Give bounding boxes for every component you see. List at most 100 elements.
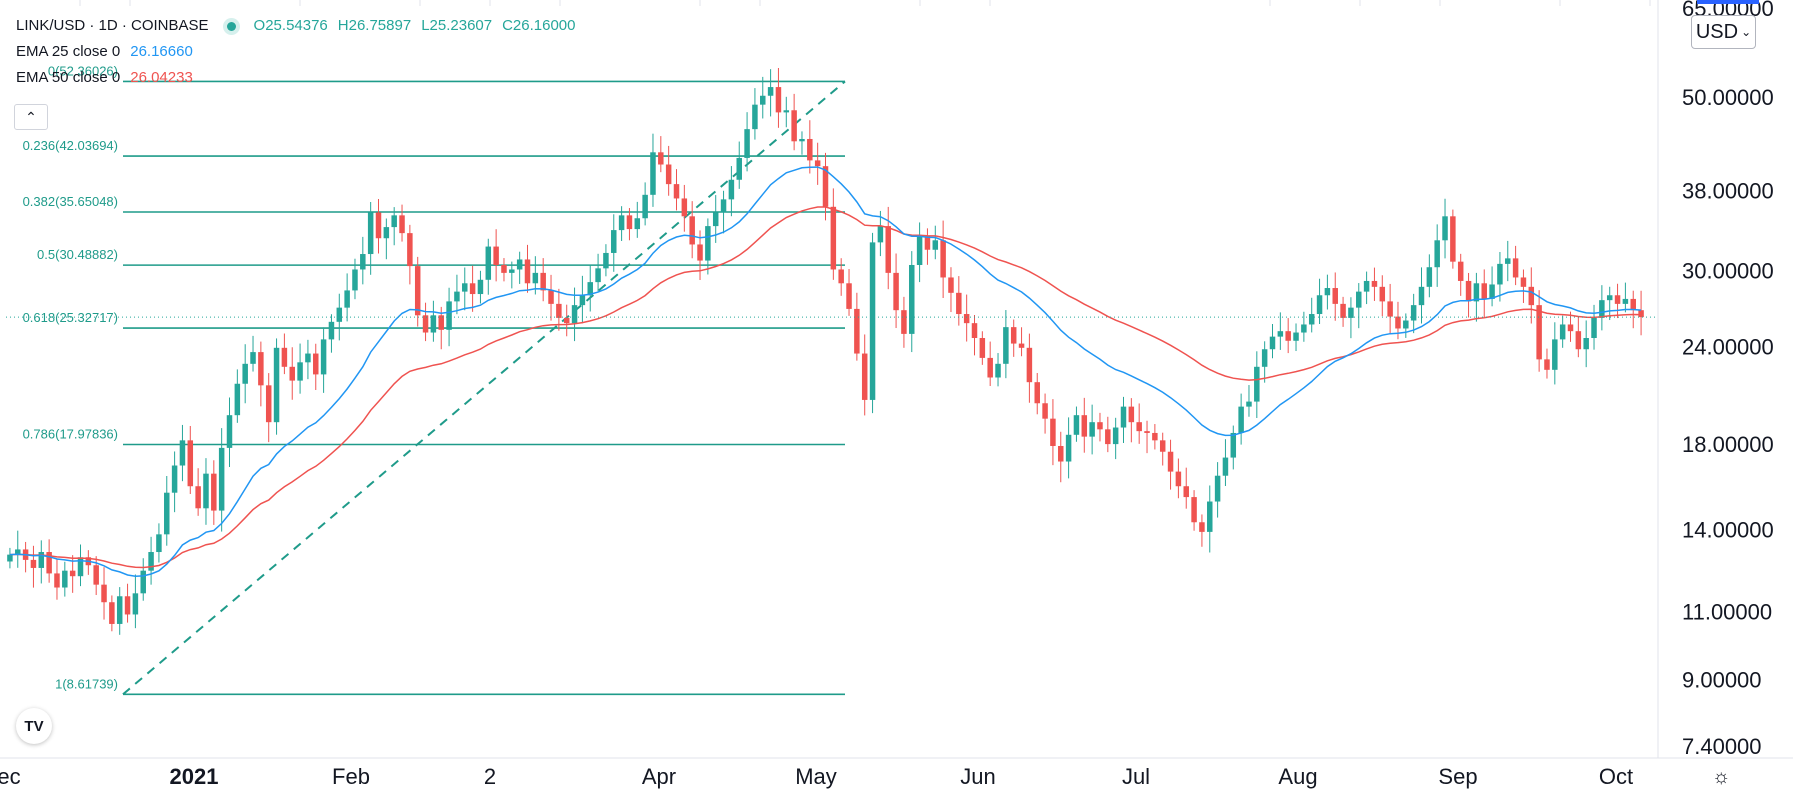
candle-body <box>407 233 413 267</box>
candle-body <box>689 216 695 245</box>
candle-body <box>579 295 586 306</box>
candle-body <box>391 215 397 228</box>
time-tick-label: Apr <box>642 764 676 789</box>
fib-level-label: 0(52.36026) <box>48 63 118 78</box>
candle-body <box>289 366 295 381</box>
candle-body <box>1301 324 1307 333</box>
currency-selector[interactable]: USD ⌄ <box>1691 15 1756 49</box>
candle-body <box>650 152 656 195</box>
candle-body <box>830 206 837 270</box>
tradingview-logo-icon[interactable]: TV <box>16 708 52 744</box>
collapse-legend-button[interactable]: ⌃ <box>14 104 48 130</box>
candle-body <box>916 236 923 265</box>
candle-body <box>1395 316 1401 329</box>
candle-body <box>438 315 444 330</box>
candle-body <box>1159 440 1166 452</box>
candle-body <box>1638 310 1644 318</box>
candle-body <box>101 584 107 603</box>
candle-body <box>477 279 484 295</box>
candle-body <box>673 184 680 199</box>
candle-body <box>179 440 186 466</box>
candle-body <box>540 272 546 291</box>
candle-body <box>1418 286 1425 306</box>
price-tick-label: 30.00000 <box>1682 259 1774 284</box>
candle-body <box>273 347 280 423</box>
candle-body <box>38 552 45 568</box>
candle-body <box>352 269 358 291</box>
candle-body <box>1512 258 1519 278</box>
fib-level-label: 0.236(42.03694) <box>23 138 118 153</box>
candle-body <box>995 363 1001 378</box>
candle-body <box>344 290 350 308</box>
chevron-down-icon: ⌄ <box>1741 25 1752 39</box>
fib-level-label: 0.382(35.65048) <box>23 194 118 209</box>
candle-body <box>375 212 382 239</box>
price-tick-label: 18.00000 <box>1682 432 1774 457</box>
candle-body <box>838 269 844 284</box>
candle-body <box>430 315 437 333</box>
price-marker <box>1697 0 1759 4</box>
candle-body <box>634 218 641 230</box>
candle-body <box>1308 314 1315 325</box>
price-tick-label: 50.00000 <box>1682 85 1774 110</box>
candle-body <box>642 194 648 219</box>
candle-body <box>422 315 429 333</box>
candle-body <box>893 272 899 311</box>
candle-body <box>336 307 343 322</box>
candle-body <box>1277 331 1284 337</box>
candle-body <box>1058 445 1064 462</box>
candle-body <box>1536 305 1542 360</box>
candle-body <box>187 440 194 487</box>
candle-body <box>360 254 366 270</box>
candle-body <box>822 166 829 207</box>
ohlc-low: L25.23607 <box>421 17 493 34</box>
fib-level-label: 0.786(17.97836) <box>23 427 118 442</box>
symbol-label[interactable]: LINK/USD · 1D · COINBASE <box>16 17 209 34</box>
candle-body <box>1340 303 1346 318</box>
candle-body <box>54 573 60 588</box>
candle-body <box>399 215 405 234</box>
candle-body <box>814 160 821 167</box>
candle-body <box>1410 305 1417 321</box>
time-tick-label: May <box>795 764 837 789</box>
candle-body <box>1599 300 1605 318</box>
candle-body <box>297 362 303 381</box>
candle-body <box>1089 422 1095 437</box>
candle-body <box>1254 366 1260 402</box>
candle-body <box>446 301 452 330</box>
candle-body <box>681 198 688 217</box>
candle-body <box>909 264 915 334</box>
candle-body <box>15 549 21 555</box>
candle-body <box>242 363 248 384</box>
chart-settings-icon[interactable]: ☼ <box>1712 766 1731 788</box>
candle-body <box>563 317 570 324</box>
ema50-line <box>9 206 1642 569</box>
candle-body <box>658 152 664 165</box>
candle-body <box>1403 320 1409 329</box>
candle-body <box>1214 475 1221 502</box>
candle-body <box>1505 258 1511 264</box>
candle-body <box>195 486 201 509</box>
candle-body <box>1379 286 1386 302</box>
candle-body <box>1630 298 1636 311</box>
candle-body <box>258 352 264 386</box>
candle-body <box>1497 263 1503 285</box>
price-tick-label: 38.00000 <box>1682 178 1774 203</box>
candle-body <box>1034 382 1040 404</box>
candle-body <box>1128 406 1135 423</box>
candle-body <box>462 283 468 292</box>
legend-ema25-row[interactable]: EMA 25 close 0 26.16660 <box>16 42 576 62</box>
chevron-up-icon: ⌃ <box>25 108 37 125</box>
candle-body <box>226 415 233 448</box>
legend-ema50-row[interactable]: EMA 50 close 0 26.04233 <box>16 68 576 88</box>
candle-body <box>1230 432 1237 458</box>
candle-body <box>1622 298 1629 304</box>
candle-body <box>485 246 492 280</box>
candle-body <box>1183 486 1189 498</box>
candle-body <box>140 570 146 594</box>
candle-body <box>93 565 99 585</box>
candle-body <box>1457 261 1464 281</box>
candle-body <box>1105 429 1111 445</box>
